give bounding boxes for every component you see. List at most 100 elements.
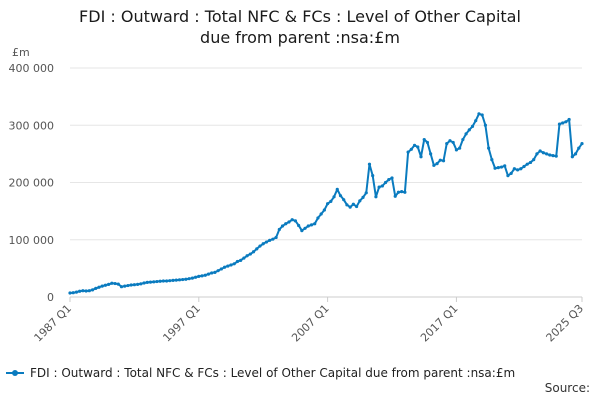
data-point[interactable] [290, 218, 294, 222]
data-point[interactable] [229, 263, 233, 267]
data-point[interactable] [184, 277, 188, 281]
data-point[interactable] [210, 271, 214, 275]
data-point[interactable] [197, 274, 201, 278]
data-point[interactable] [374, 195, 378, 199]
data-point[interactable] [171, 278, 175, 282]
data-point[interactable] [136, 282, 140, 286]
data-point[interactable] [493, 166, 497, 170]
data-point[interactable] [206, 272, 211, 276]
data-point[interactable] [168, 279, 172, 283]
data-point[interactable] [519, 167, 523, 171]
data-point[interactable] [274, 235, 278, 240]
data-point[interactable] [297, 223, 301, 228]
data-point[interactable] [371, 174, 375, 178]
data-point[interactable] [338, 194, 343, 198]
data-point[interactable] [161, 279, 165, 283]
data-point[interactable] [551, 153, 555, 158]
data-point[interactable] [557, 122, 562, 126]
data-point[interactable] [429, 152, 433, 156]
data-point[interactable] [541, 151, 545, 155]
data-point[interactable] [564, 120, 568, 124]
data-point[interactable] [451, 140, 455, 145]
data-point[interactable] [255, 247, 259, 251]
data-point[interactable] [100, 284, 104, 288]
data-point[interactable] [412, 143, 417, 147]
data-point[interactable] [377, 185, 381, 189]
data-point[interactable] [458, 146, 462, 150]
data-point[interactable] [287, 220, 291, 224]
data-point[interactable] [139, 282, 143, 286]
data-point[interactable] [454, 148, 459, 152]
data-point[interactable] [425, 140, 430, 145]
data-point[interactable] [512, 167, 516, 171]
data-point[interactable] [142, 281, 146, 285]
data-point[interactable] [448, 139, 452, 143]
data-point[interactable] [116, 282, 120, 286]
series-group[interactable] [68, 112, 584, 295]
data-point[interactable] [345, 203, 349, 207]
data-point[interactable] [351, 202, 355, 206]
data-point[interactable] [567, 117, 571, 122]
data-point[interactable] [483, 123, 487, 127]
data-point[interactable] [245, 254, 249, 258]
data-point[interactable] [445, 141, 449, 146]
data-point[interactable] [503, 164, 507, 168]
data-point[interactable] [309, 223, 314, 227]
data-point[interactable] [261, 242, 265, 246]
data-point[interactable] [119, 285, 124, 289]
data-point[interactable] [525, 162, 529, 166]
data-point[interactable] [403, 190, 407, 194]
data-point[interactable] [264, 240, 269, 244]
data-point[interactable] [239, 258, 243, 262]
data-point[interactable] [538, 149, 542, 153]
data-point[interactable] [326, 202, 330, 206]
data-point[interactable] [441, 159, 446, 163]
data-point[interactable] [74, 290, 79, 294]
data-point[interactable] [332, 195, 336, 199]
data-point[interactable] [200, 274, 204, 278]
data-point[interactable] [232, 262, 236, 266]
data-point[interactable] [561, 121, 565, 125]
data-point[interactable] [177, 278, 182, 282]
data-point[interactable] [409, 147, 413, 151]
data-point[interactable] [126, 283, 130, 288]
data-point[interactable] [222, 265, 227, 269]
data-point[interactable] [577, 146, 581, 150]
data-point[interactable] [474, 119, 478, 123]
data-point[interactable] [268, 238, 272, 242]
data-point[interactable] [544, 152, 549, 156]
data-point[interactable] [329, 199, 333, 203]
data-point[interactable] [380, 184, 384, 188]
data-point[interactable] [570, 155, 574, 159]
data-point[interactable] [158, 279, 162, 283]
data-point[interactable] [113, 281, 117, 286]
data-point[interactable] [400, 190, 404, 194]
data-point[interactable] [81, 289, 85, 293]
data-point[interactable] [107, 282, 111, 286]
data-point[interactable] [213, 270, 217, 274]
data-point[interactable] [94, 286, 98, 291]
data-point[interactable] [303, 226, 307, 230]
data-point[interactable] [145, 280, 149, 284]
data-point[interactable] [306, 224, 310, 228]
data-point[interactable] [148, 280, 153, 284]
data-point[interactable] [226, 264, 230, 268]
data-point[interactable] [181, 277, 185, 282]
data-point[interactable] [509, 171, 513, 175]
data-point[interactable] [490, 158, 494, 162]
data-point[interactable] [358, 199, 362, 203]
data-point[interactable] [271, 237, 275, 241]
data-point[interactable] [132, 283, 136, 287]
data-point[interactable] [432, 163, 436, 167]
data-point[interactable] [319, 212, 323, 216]
data-point[interactable] [367, 162, 372, 166]
data-point[interactable] [87, 289, 91, 293]
data-point[interactable] [532, 158, 536, 162]
data-point[interactable] [174, 278, 178, 282]
data-point[interactable] [165, 279, 169, 283]
data-point[interactable] [251, 250, 256, 254]
data-point[interactable] [277, 227, 281, 232]
data-point[interactable] [396, 190, 401, 194]
data-point[interactable] [216, 269, 220, 273]
data-point[interactable] [110, 281, 114, 285]
